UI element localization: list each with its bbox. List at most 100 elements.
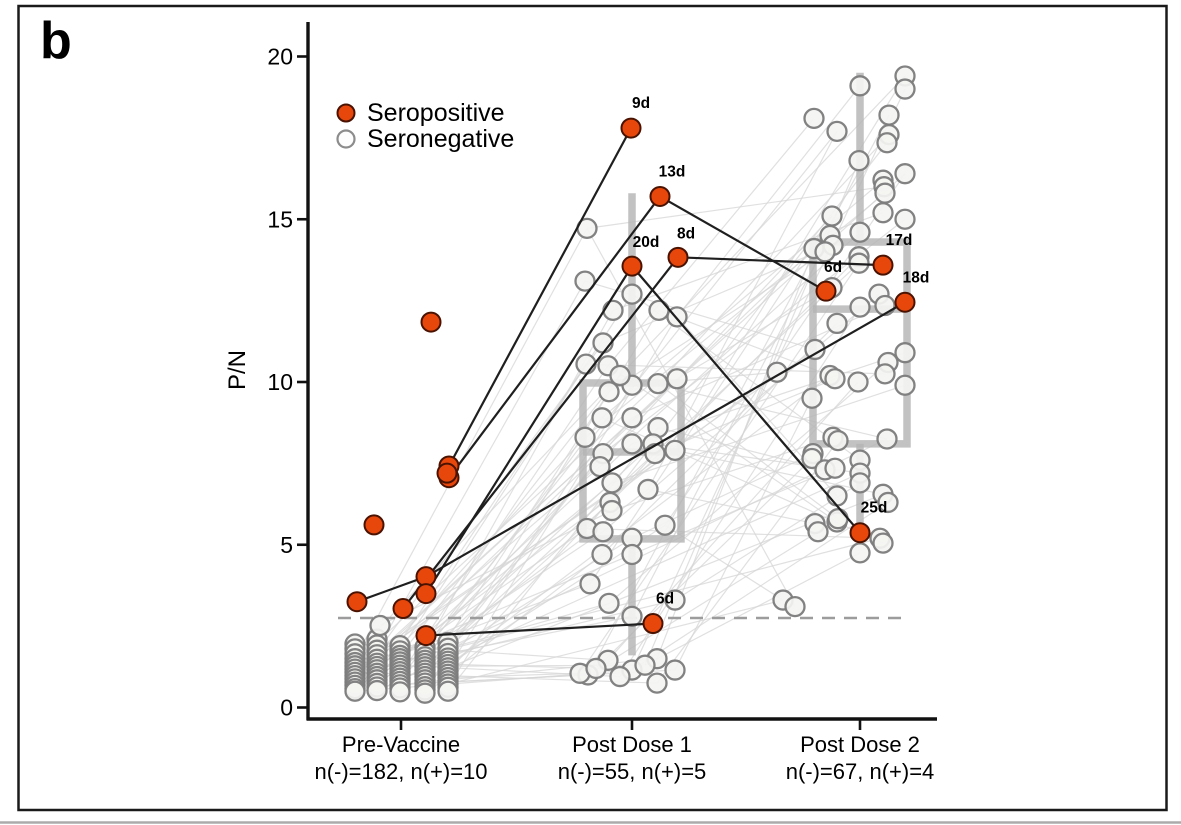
seronegative-point bbox=[601, 499, 623, 522]
seronegative-point bbox=[654, 514, 676, 536]
seronegative-point bbox=[821, 205, 843, 227]
seronegative-link-line bbox=[657, 426, 826, 471]
seronegative-point bbox=[894, 342, 916, 364]
seronegative-point bbox=[648, 299, 670, 322]
seronegative-link-line bbox=[619, 306, 861, 677]
group-label-post-dose-1: Post Dose 1 bbox=[572, 732, 692, 757]
seronegative-point bbox=[814, 241, 836, 263]
seronegative-point bbox=[621, 543, 643, 566]
seronegative-point bbox=[849, 472, 871, 494]
seronegative-point bbox=[876, 132, 898, 154]
axes: 0 5 10 15 20 bbox=[267, 22, 937, 730]
day-annotation-label: 6d bbox=[824, 259, 842, 276]
seropositive-point bbox=[849, 522, 871, 544]
seropositive-link-line bbox=[425, 622, 654, 637]
seronegative-point bbox=[766, 361, 788, 383]
seronegative-link-line bbox=[399, 365, 609, 676]
seronegative-point bbox=[664, 439, 686, 462]
seropositive-point bbox=[415, 583, 437, 605]
seronegative-point bbox=[634, 654, 656, 676]
seronegative-point bbox=[849, 542, 871, 564]
seronegative-link-line bbox=[607, 117, 815, 367]
seronegative-link-line bbox=[586, 186, 885, 229]
y-tick-label: 0 bbox=[280, 695, 293, 721]
seronegative-point bbox=[579, 573, 601, 595]
seronegative-link-line bbox=[379, 510, 613, 627]
seronegative-point bbox=[601, 472, 623, 494]
seronegative-point bbox=[826, 120, 848, 143]
group-label-pre-vaccine: Pre-Vaccine bbox=[342, 732, 460, 757]
seropositive-point bbox=[621, 255, 643, 277]
seronegative-point bbox=[894, 208, 916, 230]
seropositive-link-line bbox=[659, 195, 827, 293]
seronegative-point bbox=[894, 163, 916, 185]
seronegative-point bbox=[414, 682, 436, 704]
seronegative-link-line bbox=[658, 309, 831, 377]
seropositive-point bbox=[392, 598, 414, 620]
seronegative-point bbox=[803, 107, 825, 129]
day-annotation-label: 20d bbox=[633, 234, 660, 251]
seronegative-link-line bbox=[587, 531, 819, 676]
seronegative-point bbox=[591, 407, 613, 429]
seronegative-link-line bbox=[399, 130, 838, 679]
day-annotation-label: 6d bbox=[656, 591, 674, 608]
seronegative-point bbox=[664, 659, 686, 681]
seronegative-link-line bbox=[631, 501, 889, 671]
seronegative-point bbox=[575, 353, 597, 375]
seronegative-link-line bbox=[674, 449, 884, 495]
group-label-post-dose-2: Post Dose 2 bbox=[800, 732, 920, 757]
seronegative-point bbox=[849, 296, 871, 318]
seropositive-point bbox=[649, 185, 671, 207]
seronegative-point bbox=[874, 294, 896, 317]
seronegative-point bbox=[826, 485, 848, 507]
seropositive-link-line bbox=[425, 265, 633, 595]
seronegative-point bbox=[602, 299, 624, 322]
day-annotation-label: 13d bbox=[659, 163, 686, 180]
seronegative-point bbox=[585, 657, 607, 680]
seronegative-point bbox=[847, 371, 869, 393]
seronegative-point bbox=[872, 532, 894, 554]
day-annotation-label: 9d bbox=[632, 95, 650, 112]
seropositive-point bbox=[420, 311, 442, 333]
seronegative-link-line bbox=[447, 615, 633, 655]
seronegative-link-line bbox=[647, 488, 816, 525]
seropositive-point bbox=[667, 246, 689, 268]
seropositive-point bbox=[620, 117, 642, 139]
seropositive-point bbox=[346, 591, 368, 613]
seronegative-point bbox=[664, 589, 686, 611]
x-axis-labels: Pre-Vaccine n(-)=182, n(+)=10 Post Dose … bbox=[314, 732, 934, 784]
seronegative-point bbox=[666, 368, 688, 390]
group-sublabel-post-dose-1: n(-)=55, n(+)=5 bbox=[558, 759, 707, 784]
seronegative-link-line bbox=[399, 293, 633, 652]
legend-label-seronegative: Seronegative bbox=[367, 125, 514, 153]
seronegative-point bbox=[874, 363, 896, 385]
seronegative-link-line bbox=[447, 554, 603, 675]
seronegative-point bbox=[369, 614, 391, 637]
legend-label-seropositive: Seropositive bbox=[367, 99, 505, 127]
seropositive-link-line bbox=[448, 195, 661, 479]
seropositive-legend-marker-icon bbox=[336, 103, 356, 123]
seropositive-point bbox=[815, 280, 837, 302]
seronegative-points bbox=[344, 65, 916, 704]
seronegative-point bbox=[874, 182, 896, 204]
seronegative-point bbox=[801, 387, 823, 409]
seronegative-link-line bbox=[376, 348, 816, 656]
seropositive-point bbox=[872, 254, 894, 276]
seronegative-point bbox=[849, 221, 871, 243]
legend: Seropositive Seronegative bbox=[336, 99, 514, 153]
seronegative-link-line bbox=[424, 262, 860, 668]
seronegative-point bbox=[824, 457, 846, 479]
seronegative-link-line bbox=[607, 365, 838, 523]
day-annotations: 9d 13d 20d 8d 6d 6d 17d 18d 25d bbox=[632, 95, 929, 607]
seronegative-point bbox=[784, 595, 806, 618]
day-annotation-label: 25d bbox=[861, 500, 888, 517]
seronegative-point bbox=[876, 428, 898, 450]
seronegative-link-line bbox=[424, 215, 833, 648]
panel-letter: b bbox=[40, 12, 72, 70]
seronegative-point bbox=[848, 150, 870, 172]
day-annotation-label: 18d bbox=[903, 269, 930, 286]
seronegative-point bbox=[824, 368, 846, 390]
day-annotation-label: 8d bbox=[677, 225, 695, 242]
